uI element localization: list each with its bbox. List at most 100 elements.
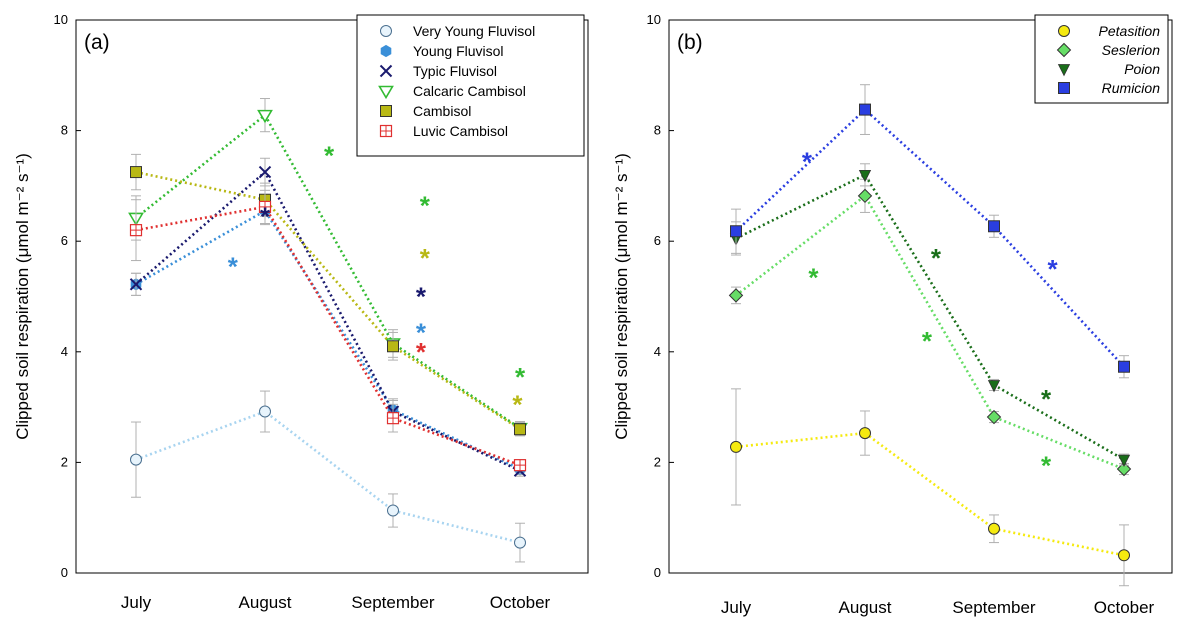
legend-label: Poion: [1124, 61, 1160, 77]
x-tick-label-september: September: [952, 598, 1035, 617]
legend-item-petasition: Petasition: [1058, 23, 1161, 39]
significance-star: *: [922, 326, 933, 356]
legend-marker: [379, 64, 393, 78]
legend-marker: [380, 44, 392, 58]
series-line: [135, 209, 521, 471]
legend-marker: [379, 124, 393, 138]
chart-panel-b: 0 2 4 6 8 10 Clipped soil respiration (μmol m⁻…: [612, 12, 1173, 617]
legend-item-seslerion: Seslerion: [1056, 42, 1160, 58]
legend-label: Rumicion: [1102, 80, 1161, 96]
series-line: [135, 410, 521, 544]
data-point: [730, 440, 742, 453]
legend-label: Cambisol: [413, 103, 471, 119]
x-axis: July August September October: [721, 598, 1155, 617]
data-point: [513, 459, 527, 472]
y-tick-label: 2: [654, 454, 661, 469]
y-axis-title: Clipped soil respiration (μmol m⁻² s⁻¹): [612, 153, 631, 440]
significance-star: *: [802, 146, 813, 176]
series-line: [735, 431, 1125, 557]
legend-item-rumicion: Rumicion: [1058, 80, 1161, 96]
x-tick-label-october: October: [1094, 598, 1155, 617]
x-tick-label-august: August: [839, 598, 892, 617]
data-point: [387, 340, 399, 353]
series-line: [735, 193, 1125, 471]
panel-label: (a): [84, 31, 110, 54]
legend-item-luvic-cambisol: Luvic Cambisol: [379, 123, 508, 139]
y-tick-label: 10: [647, 12, 661, 27]
data-point: [130, 453, 142, 466]
significance-star: *: [808, 262, 819, 292]
legend: Petasition Seslerion Poion Rumicion: [1034, 14, 1169, 104]
significance-star: *: [416, 337, 427, 367]
y-tick-label: 6: [61, 233, 68, 248]
data-point: [129, 224, 143, 237]
legend-marker: [378, 85, 394, 100]
data-point: [129, 278, 143, 291]
data-point: [258, 200, 272, 214]
y-tick-label: 6: [654, 233, 661, 248]
legend-marker: [1058, 82, 1070, 94]
data-point: [1118, 549, 1130, 562]
series-poion: [729, 163, 1131, 468]
significance-star: *: [260, 202, 271, 232]
data-point: [1117, 454, 1131, 468]
data-point: [257, 109, 273, 124]
significance-star: *: [515, 362, 526, 392]
significance-star: *: [1041, 450, 1052, 480]
data-point: [514, 536, 526, 549]
data-point: [514, 423, 526, 436]
y-tick-label: 4: [61, 344, 68, 359]
y-tick-label: 4: [654, 344, 661, 359]
legend-item-cambisol: Cambisol: [380, 103, 471, 119]
y-axis: 0 2 4 6 8 10: [54, 12, 81, 580]
data-point: [730, 225, 742, 238]
y-tick-label: 8: [654, 123, 661, 138]
series-line: [735, 107, 1125, 368]
significance-star: *: [228, 251, 239, 281]
y-tick-label: 2: [61, 454, 68, 469]
significance-star: *: [420, 190, 431, 220]
series-very-young-fluvisol: [130, 390, 526, 563]
legend-item-calcaric-cambisol: Calcaric Cambisol: [378, 83, 526, 100]
chart-panel-a: 0 2 4 6 8 10 Clipped soil respiration (μmol m⁻…: [13, 12, 589, 612]
y-tick-label: 8: [61, 123, 68, 138]
panel-label: (b): [677, 31, 703, 54]
significance-star: *: [1047, 254, 1058, 284]
data-point: [988, 522, 1000, 535]
data-point: [130, 166, 142, 179]
significance-star: *: [1041, 384, 1052, 414]
legend-box: [1034, 14, 1169, 104]
significance-star: *: [420, 243, 431, 273]
significance-star: *: [512, 390, 523, 420]
significance-star: *: [324, 141, 335, 171]
legend-item-young-fluvisol: Young Fluvisol: [380, 43, 504, 59]
y-tick-label: 10: [54, 12, 68, 27]
series-luvic-cambisol: [129, 189, 527, 472]
data-point: [259, 405, 271, 418]
data-point: [1118, 360, 1130, 373]
y-tick-label: 0: [654, 565, 661, 580]
y-axis: 0 2 4 6 8 10: [647, 12, 674, 580]
legend-marker: [1058, 25, 1070, 37]
series-line: [135, 205, 521, 467]
legend-label: Typic Fluvisol: [413, 63, 497, 79]
series-seslerion: [728, 178, 1132, 477]
data-point: [858, 169, 872, 183]
series-line: [135, 113, 521, 430]
data-point: [986, 409, 1002, 425]
legend-label: Calcaric Cambisol: [413, 83, 526, 99]
legend-marker: [1056, 42, 1072, 58]
legend-item-poion: Poion: [1057, 61, 1160, 77]
significance-star: *: [416, 318, 427, 348]
legend-label: Petasition: [1099, 23, 1161, 39]
data-point: [857, 188, 873, 204]
legend-label: Very Young Fluvisol: [413, 23, 535, 39]
significance-star: *: [931, 243, 942, 273]
data-point: [859, 103, 871, 116]
x-tick-label-july: July: [121, 593, 152, 612]
x-tick-label-july: July: [721, 598, 752, 617]
legend-box: [356, 14, 585, 157]
data-point: [387, 504, 399, 517]
significance-star: *: [416, 282, 427, 312]
